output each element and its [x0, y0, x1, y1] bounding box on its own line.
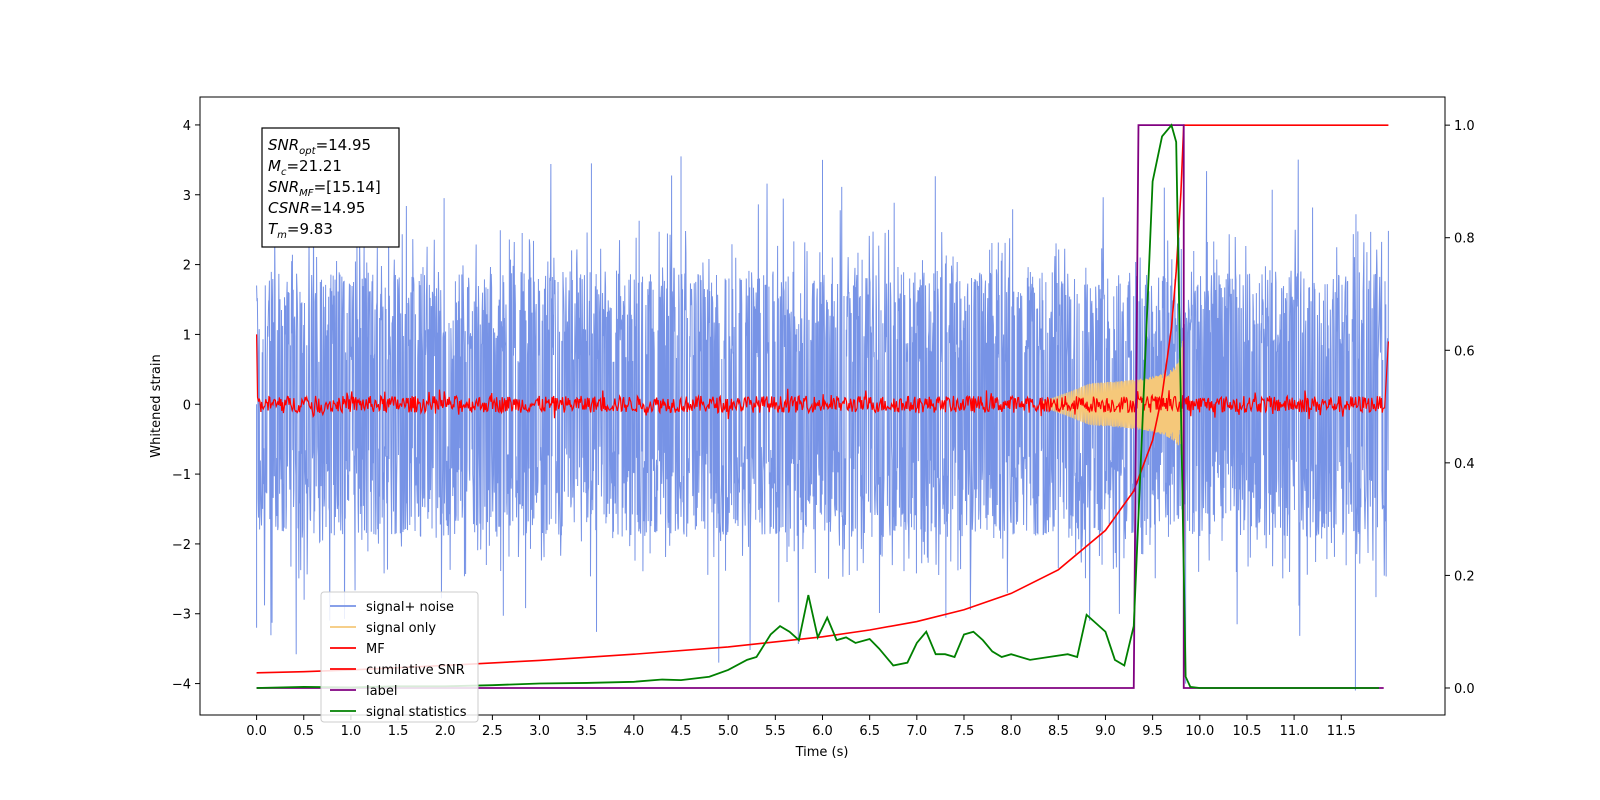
cumulative-snr-line	[256, 124, 1389, 674]
y-axis-left: −4 −3 −2 −1 0 1 2 3 4	[172, 119, 200, 693]
x-tick-label: 1.0	[341, 724, 362, 739]
annotation-line: Mc=21.21	[268, 157, 342, 178]
x-tick-label: 11.0	[1280, 724, 1309, 739]
x-tick-label: 8.5	[1048, 724, 1069, 739]
x-axis-title: Time (s)	[795, 745, 849, 760]
legend: signal+ noise signal only MF cumilative SNR…	[320, 591, 479, 723]
signal-statistics-line	[256, 123, 1379, 689]
y-tick-label-left: −4	[172, 678, 191, 693]
annotation-frame	[261, 127, 400, 248]
x-tick-label: 9.5	[1142, 724, 1163, 739]
x-tick-label: 3.0	[529, 724, 550, 739]
x-tick-label: 4.5	[671, 724, 692, 739]
y-tick-label-right: 0.6	[1454, 344, 1475, 359]
legend-frame	[320, 591, 479, 723]
y-tick-label-right: 0.0	[1454, 682, 1475, 697]
x-tick-label: 2.0	[435, 724, 456, 739]
x-tick-label: 5.0	[718, 724, 739, 739]
y-axis-title: Whitened strain	[149, 354, 164, 457]
x-tick-label: 6.5	[859, 724, 880, 739]
x-tick-label: 1.5	[388, 724, 409, 739]
x-tick-label: 5.5	[765, 724, 786, 739]
x-tick-label: 3.5	[576, 724, 597, 739]
x-tick-label: 11.5	[1327, 724, 1356, 739]
y-tick-label-left: 2	[183, 259, 191, 274]
x-tick-label: 7.5	[954, 724, 975, 739]
legend-label: signal statistics	[366, 705, 467, 720]
y-tick-label-left: −2	[172, 538, 191, 553]
x-tick-label: 8.0	[1001, 724, 1022, 739]
y-tick-label-right: 0.8	[1454, 232, 1475, 247]
legend-label: MF	[366, 642, 385, 657]
x-tick-label: 0.0	[246, 724, 267, 739]
x-tick-label: 0.5	[293, 724, 314, 739]
x-tick-label: 4.0	[624, 724, 645, 739]
x-tick-label: 6.0	[812, 724, 833, 739]
legend-label: signal+ noise	[366, 600, 454, 615]
y-tick-label-left: 0	[183, 398, 191, 413]
annotation-box: SNRopt=14.95Mc=21.21SNRMF=[15.14]CSNR=14…	[261, 127, 400, 248]
x-tick-label: 7.0	[906, 724, 927, 739]
y-tick-label-left: −1	[172, 468, 191, 483]
y-tick-label-right: 1.0	[1454, 119, 1475, 134]
y-tick-label-right: 0.4	[1454, 457, 1475, 472]
x-tick-label: 2.5	[482, 724, 503, 739]
x-tick-label: 10.5	[1232, 724, 1261, 739]
signal-noise-line	[256, 156, 1389, 691]
x-axis: 0.0 0.5 1.0 1.5 2.0 2.5 3.0 3.5 4.0 4.5 5.0 5.5 6.0 6…	[246, 715, 1356, 739]
y-axis-right: 0.0 0.2 0.4 0.6 0.8 1.0	[1445, 119, 1475, 697]
y-tick-label-left: 1	[183, 328, 191, 343]
y-tick-label-right: 0.2	[1454, 569, 1475, 584]
legend-label: label	[366, 684, 397, 699]
x-tick-label: 9.0	[1095, 724, 1116, 739]
y-tick-label-left: 4	[183, 119, 191, 134]
annotation-line: Tm=9.83	[268, 220, 333, 241]
y-tick-label-left: −3	[172, 608, 191, 623]
y-tick-label-left: 3	[183, 189, 191, 204]
legend-label: cumilative SNR	[366, 663, 465, 678]
mf-line	[255, 334, 1390, 420]
annotation-line: CSNR=14.95	[268, 199, 365, 217]
plot-area	[255, 123, 1390, 691]
x-tick-label: 10.0	[1185, 724, 1214, 739]
annotation-line: SNRMF=[15.14]	[268, 178, 381, 199]
legend-label: signal only	[366, 621, 436, 636]
annotation-line: SNRopt=14.95	[268, 136, 371, 157]
